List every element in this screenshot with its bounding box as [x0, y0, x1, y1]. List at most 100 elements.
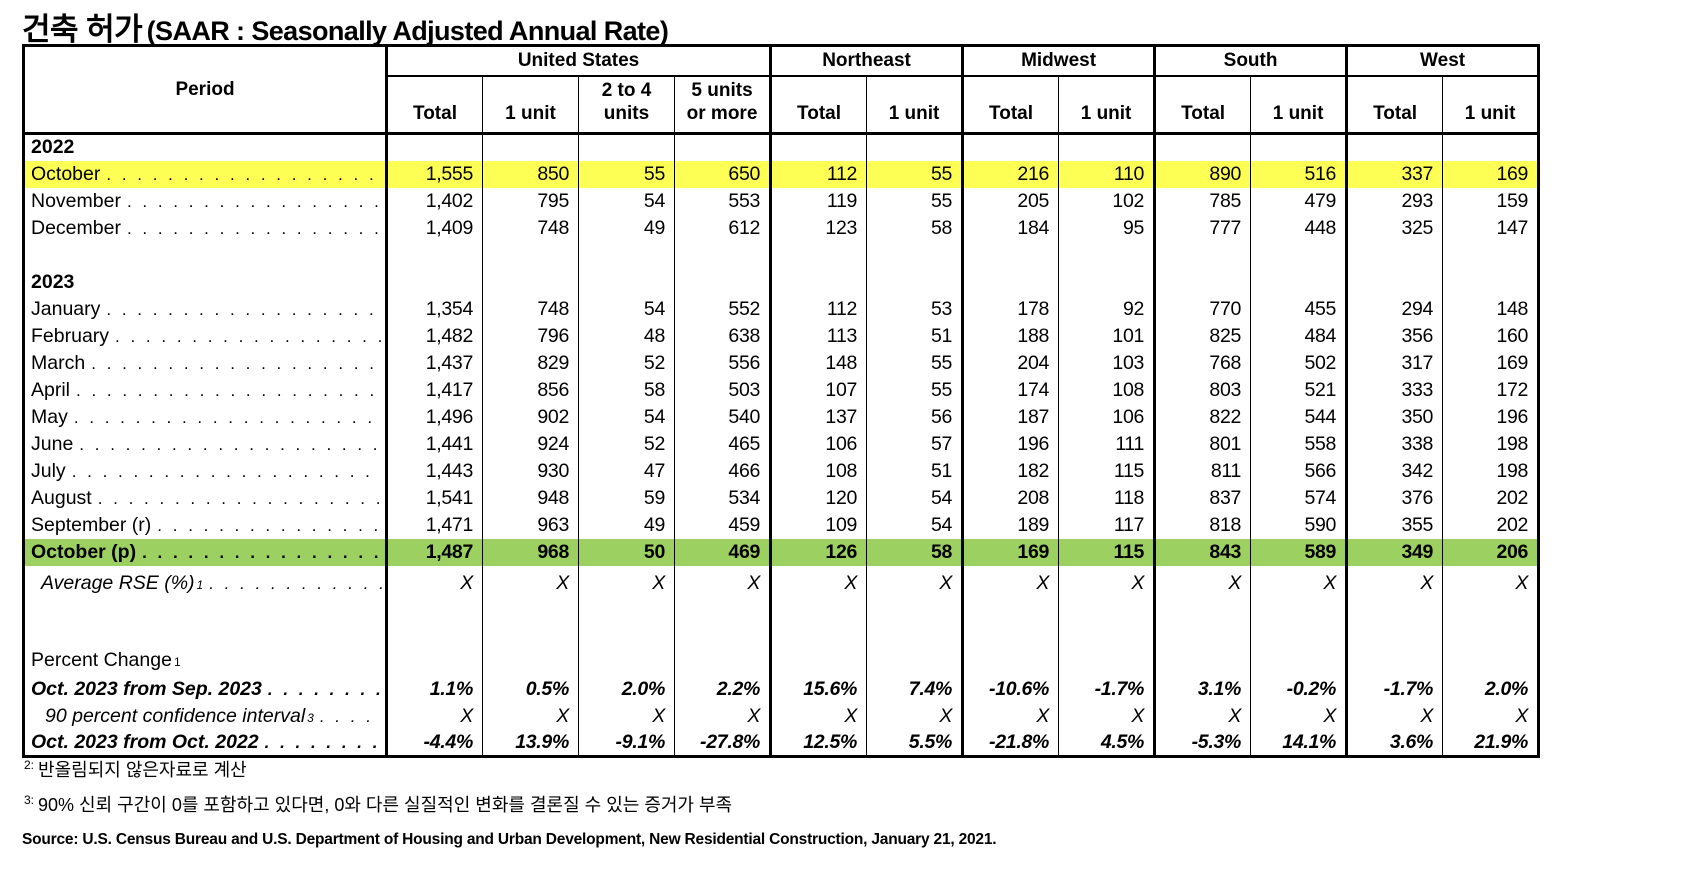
value-cell: 293	[1345, 187, 1443, 215]
value-cell: 342	[1345, 457, 1443, 485]
value-cell: 198	[1442, 430, 1539, 458]
value-cell: 1,443	[385, 457, 483, 485]
value-cell: -1.7%	[1345, 675, 1443, 703]
value-cell: 95	[1058, 214, 1155, 242]
value-cell: 206	[1442, 538, 1539, 566]
value-cell: 829	[482, 349, 579, 377]
value-cell: 58	[578, 376, 675, 404]
table-row: August 1,54194859534120542081188375743762…	[24, 484, 1539, 512]
leader-dots	[106, 298, 382, 321]
value-cell: 178	[961, 295, 1059, 323]
value-cell: 534	[673, 484, 771, 512]
value-cell: 189	[961, 511, 1059, 539]
value-cell	[866, 133, 963, 161]
value-cell: 12.5%	[769, 729, 867, 757]
value-cell: 196	[1442, 403, 1539, 431]
value-cell	[1058, 645, 1155, 676]
row-label: July	[31, 459, 66, 482]
row-label: April	[31, 378, 71, 401]
value-cell: 55	[866, 187, 963, 215]
value-cell: 112	[769, 295, 867, 323]
value-cell: 147	[1442, 214, 1539, 242]
table-row: Percent Change 1	[24, 645, 1539, 676]
value-cell: 811	[1153, 457, 1251, 485]
footnote-3-marker: 3:	[24, 793, 35, 807]
column-header-south-total: Total	[1153, 75, 1251, 135]
value-cell: 205	[961, 187, 1059, 215]
value-cell: 174	[961, 376, 1059, 404]
period-cell: January	[24, 296, 387, 323]
value-cell: 574	[1250, 484, 1347, 512]
value-cell: 770	[1153, 295, 1251, 323]
value-cell: 850	[482, 160, 579, 188]
value-cell: 837	[1153, 484, 1251, 512]
value-cell: 7.4%	[866, 675, 963, 703]
value-cell: 589	[1250, 538, 1347, 566]
period-cell: 2023	[24, 269, 387, 296]
value-cell	[1442, 241, 1539, 269]
page-title-korean: 건축 허가	[22, 12, 143, 47]
value-cell: 650	[673, 160, 771, 188]
value-cell: 350	[1345, 403, 1443, 431]
value-cell: 459	[673, 511, 771, 539]
value-cell: 337	[1345, 160, 1443, 188]
value-cell: 208	[961, 484, 1059, 512]
value-cell: 58	[866, 214, 963, 242]
value-cell	[866, 241, 963, 269]
row-label: June	[31, 432, 74, 455]
value-cell: 58	[866, 538, 963, 566]
value-cell: 4.5%	[1058, 729, 1155, 757]
group-header-south: South	[1153, 45, 1347, 77]
value-cell: X	[1250, 565, 1347, 602]
period-cell: September (r)	[24, 512, 387, 539]
value-cell: 187	[961, 403, 1059, 431]
row-label: December	[31, 216, 121, 239]
footnote-3: 3: 90% 신뢰 구간이 0를 포함하고 있다면, 0와 다른 실질적인 변화를…	[22, 791, 996, 817]
value-cell	[1250, 133, 1347, 161]
value-cell	[866, 268, 963, 296]
value-cell: 106	[769, 430, 867, 458]
table-row: January 1,3547485455211253178927704552941…	[24, 295, 1539, 323]
table-row: September (r) 1,4719634945910954189117818…	[24, 511, 1539, 539]
value-cell: 196	[961, 430, 1059, 458]
value-cell	[961, 133, 1059, 161]
value-cell: 112	[769, 160, 867, 188]
page-title: 건축 허가 (SAAR : Seasonally Adjusted Annual…	[22, 4, 669, 49]
leader-dots	[157, 514, 382, 537]
period-cell	[24, 602, 387, 646]
value-cell	[673, 241, 771, 269]
value-cell	[769, 645, 867, 676]
value-cell: 1,417	[385, 376, 483, 404]
row-label: May	[31, 405, 68, 428]
value-cell	[578, 133, 675, 161]
value-cell: 188	[961, 322, 1059, 350]
value-cell: X	[482, 565, 579, 602]
value-cell: 1,471	[385, 511, 483, 539]
value-cell: 502	[1250, 349, 1347, 377]
value-cell	[1153, 601, 1251, 646]
value-cell	[1153, 133, 1251, 161]
value-cell: 1,541	[385, 484, 483, 512]
group-header-midwest: Midwest	[961, 45, 1155, 77]
value-cell: 202	[1442, 484, 1539, 512]
value-cell: X	[482, 702, 579, 730]
table-row: December 1,409748496121235818495777448325…	[24, 214, 1539, 242]
value-cell: X	[1345, 702, 1443, 730]
value-cell: 126	[769, 538, 867, 566]
sub-header-row: Total 1 unit 2 to 4 units 5 units or mor…	[24, 75, 1539, 135]
value-cell: 15.6%	[769, 675, 867, 703]
value-cell: 2.0%	[578, 675, 675, 703]
value-cell: 948	[482, 484, 579, 512]
value-cell	[866, 645, 963, 676]
source-line: Source: U.S. Census Bureau and U.S. Depa…	[22, 831, 997, 848]
value-cell	[1345, 241, 1443, 269]
value-cell: 294	[1345, 295, 1443, 323]
leader-dots	[115, 325, 382, 348]
value-cell	[1442, 645, 1539, 676]
value-cell: 1,555	[385, 160, 483, 188]
table-row: Average RSE (%)1XXXXXXXXXXXX	[24, 565, 1539, 602]
value-cell: X	[866, 702, 963, 730]
value-cell: 1,441	[385, 430, 483, 458]
